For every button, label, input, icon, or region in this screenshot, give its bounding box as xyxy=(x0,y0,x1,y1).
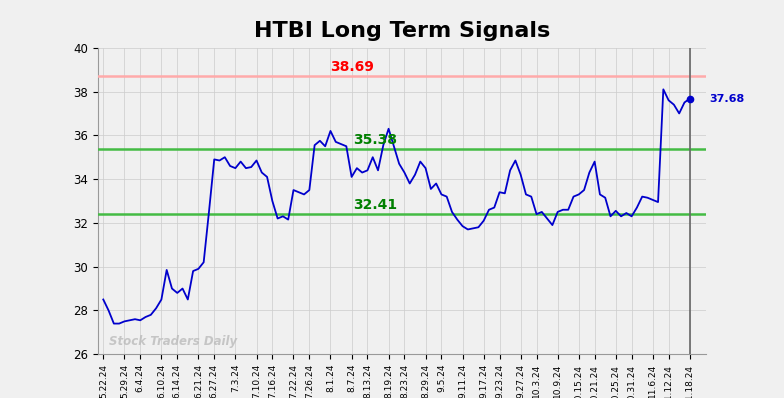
Text: 35.38: 35.38 xyxy=(354,133,397,147)
Text: Stock Traders Daily: Stock Traders Daily xyxy=(108,335,237,348)
Text: 38.69: 38.69 xyxy=(330,60,374,74)
Title: HTBI Long Term Signals: HTBI Long Term Signals xyxy=(254,21,550,41)
Text: 37.68: 37.68 xyxy=(710,94,745,103)
Text: 32.41: 32.41 xyxy=(354,198,397,212)
